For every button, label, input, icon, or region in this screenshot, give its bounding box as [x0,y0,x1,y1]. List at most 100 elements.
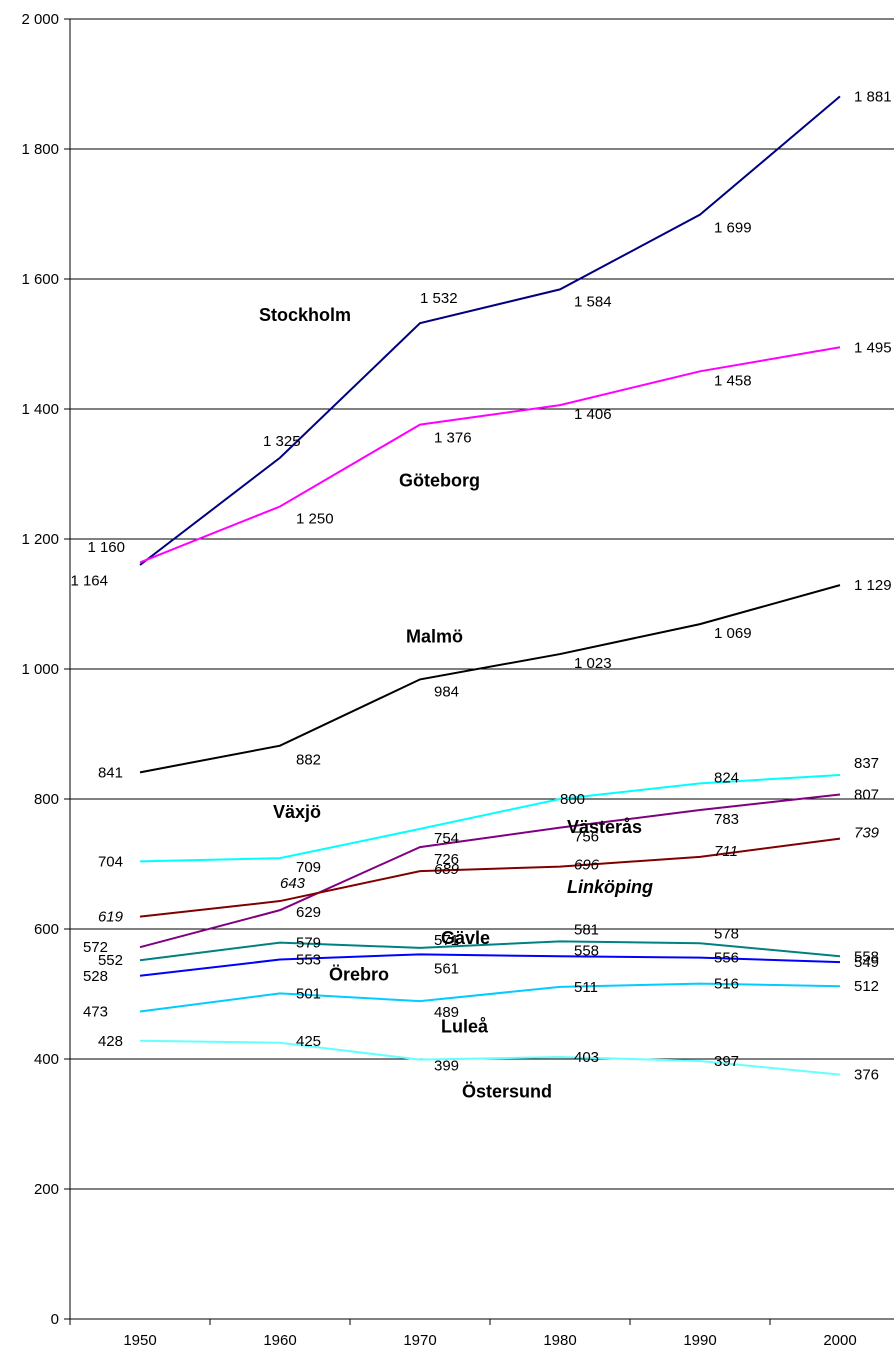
data-label: 516 [714,976,739,993]
data-label: 1 250 [296,511,334,528]
y-tick-label: 0 [51,1311,59,1328]
data-label: 558 [854,948,879,965]
data-label: 783 [714,811,739,828]
series-name-label: Stockholm [259,305,351,325]
data-label: 579 [296,935,321,952]
data-label: 552 [98,952,123,969]
data-label: 629 [296,904,321,921]
data-label: 572 [83,939,108,956]
series-line [139,793,841,949]
series-line [139,95,841,566]
x-tick-label: 1950 [123,1332,156,1349]
data-label: 512 [854,978,879,995]
y-tick-label: 200 [34,1181,59,1198]
data-label: 1 325 [263,433,301,450]
series-line [139,346,841,564]
data-label: 549 [854,954,879,971]
data-label: 800 [560,791,585,808]
y-tick-label: 1 800 [21,141,59,158]
data-label: 756 [574,829,599,846]
data-label: 556 [714,950,739,967]
data-labels: 1 160 1 325 1 532 1 584 1 699 1 881 1 164 1 250… [70,88,891,1101]
data-label: 739 [854,825,880,842]
data-label: 553 [296,952,321,969]
series-name-label: Linköping [567,877,653,897]
data-label: 489 [434,1004,459,1021]
data-label: 473 [83,1004,108,1021]
y-tick-label: 1 000 [21,661,59,678]
data-label: 1 023 [574,655,612,672]
y-tick-label: 400 [34,1051,59,1068]
series-line [139,1039,841,1076]
series-line [139,773,841,863]
data-label: 1 495 [854,339,892,356]
data-label: 501 [296,985,321,1002]
series-name-label: Östersund [462,1082,552,1102]
y-tick-label: 1 600 [21,271,59,288]
y-tick-label: 800 [34,791,59,808]
series-name-label: Göteborg [399,471,480,491]
series-line [139,982,841,1013]
y-tick-label: 1 400 [21,401,59,418]
data-label: 984 [434,683,459,700]
data-label: 403 [574,1049,599,1066]
y-tick-label: 2 000 [21,11,59,28]
axes: 0 200 400 600 800 1 000 1 200 1 400 1 600 1 800 2 … [21,11,894,1349]
data-label: 1 164 [70,572,108,589]
series-line [139,953,841,977]
data-label: 689 [434,861,460,878]
x-tick-label: 1970 [403,1332,436,1349]
series-line [139,940,841,962]
data-label: 581 [574,921,599,938]
data-label: 561 [434,960,459,977]
data-label: 824 [714,769,739,786]
x-tick-label: 1960 [263,1332,296,1349]
data-label: 709 [296,859,321,876]
data-label: 882 [296,752,321,769]
data-label: 807 [854,786,879,803]
data-label: 704 [98,853,123,870]
data-label: 696 [574,857,600,874]
data-label: 511 [574,979,598,996]
series-line [139,584,841,774]
data-label: 528 [83,968,108,985]
data-label: 428 [98,1033,123,1050]
data-label: 1 406 [574,406,612,423]
data-label: 711 [714,843,738,860]
data-label: 1 699 [714,220,752,237]
series-name-label: Gävle [441,928,490,948]
data-label: 1 160 [87,539,125,556]
series-lines [139,95,841,1076]
data-label: 1 069 [714,625,752,642]
x-tick-label: 1990 [683,1332,716,1349]
series-name-label: Örebro [329,965,389,985]
data-label: 1 584 [574,293,612,310]
data-label: 643 [280,875,306,892]
series-line [139,837,841,918]
data-label: 397 [714,1053,739,1070]
data-label: 754 [434,830,459,847]
x-tick-label: 1980 [543,1332,576,1349]
data-label: 1 129 [854,577,892,594]
data-label: 571 [434,932,459,949]
data-label: 837 [854,755,879,772]
y-tick-label: 1 200 [21,531,59,548]
data-label: 425 [296,1033,321,1050]
data-label: 1 881 [854,88,892,105]
data-label: 1 458 [714,372,752,389]
data-label: 726 [434,851,459,868]
series-name-label: Luleå [441,1017,489,1037]
x-tick-label: 2000 [823,1332,856,1349]
series-name-label: Växjö [273,802,321,822]
data-label: 1 532 [420,290,458,307]
data-label: 841 [98,764,123,781]
series-name-label: Malmö [406,627,463,647]
data-label: 376 [854,1067,879,1084]
series-name-label: Västerås [567,817,642,837]
data-label: 1 376 [434,430,472,447]
data-label: 399 [434,1058,459,1075]
data-label: 578 [714,925,739,942]
data-label: 558 [574,942,599,959]
data-label: 619 [98,909,124,926]
